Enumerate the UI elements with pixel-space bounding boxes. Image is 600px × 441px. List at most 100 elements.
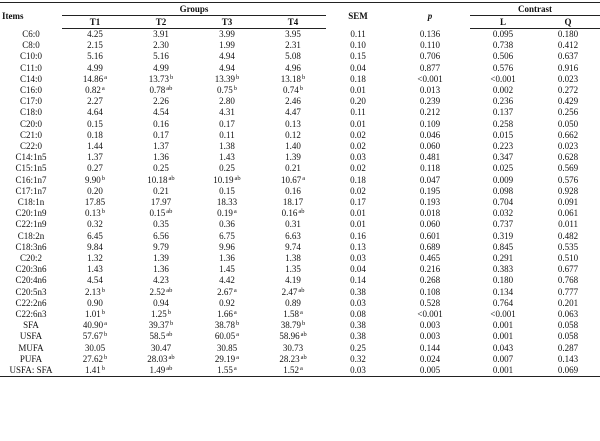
cell-t2: 4.99 [128, 63, 194, 74]
cell-t4-value: 38.79 [280, 320, 302, 331]
cell-t2: 9.79 [128, 242, 194, 253]
cell-p: 0.193 [419, 197, 441, 208]
cell-t1-value: 30.05 [84, 342, 106, 353]
cell-sem: 0.02 [350, 141, 366, 152]
cell-q: 0.429 [557, 96, 579, 107]
cell-q: 0.023 [557, 73, 579, 84]
cell-t3-value: 2.80 [219, 96, 235, 107]
row-item-label: C20:0 [19, 118, 42, 129]
cell-t4: 1.35 [260, 264, 326, 275]
table-row: C20:3n6 1.43 1.36 1.45 1.35 0.04 0.216 0.383 0.6… [0, 264, 600, 275]
cell-p: 0.003 [419, 320, 441, 331]
cell-t4: 58.96ab [260, 331, 326, 342]
cell-q: 0.535 [557, 241, 579, 252]
cell-t2-value: 2.26 [153, 96, 169, 107]
cell-t2-value: 4.99 [153, 62, 169, 73]
cell-t2: 1.49ab [128, 365, 194, 378]
cell-sem: 0.11 [350, 28, 366, 39]
cell-t3: 6.75 [194, 231, 260, 242]
cell-t3: 60.05a [194, 331, 260, 342]
cell-t3: 38.78b [194, 320, 260, 331]
cell-t1-value: 2.15 [87, 40, 103, 51]
cell-t1: 27.62b [62, 354, 128, 365]
cell-t3: 0.15 [194, 186, 260, 197]
cell-t2: 2.26 [128, 96, 194, 107]
cell-t2: 28.03ab [128, 354, 194, 365]
cell-t1: 57.67b [62, 331, 128, 342]
cell-q: 0.143 [557, 353, 579, 364]
cell-t1-value: 0.18 [87, 129, 103, 140]
cell-t4-value: 3.95 [285, 29, 301, 39]
row-item-label: MUFA [18, 342, 44, 353]
cell-sem: 0.08 [350, 309, 366, 320]
cell-t2-value: 0.25 [153, 163, 169, 174]
cell-t1-value: 1.37 [87, 152, 103, 163]
cell-t2-value: 0.94 [153, 297, 169, 308]
cell-l: 0.002 [492, 85, 514, 96]
cell-q: 0.482 [557, 230, 579, 241]
table-row: SFA 40.90a 39.37b 38.78b 38.79b 0.38 0.003 0.00… [0, 320, 600, 331]
cell-t1: 0.15 [62, 119, 128, 130]
cell-l: 0.001 [470, 365, 537, 378]
cell-p: 0.601 [419, 230, 441, 241]
cell-t2: 1.39 [128, 253, 194, 264]
cell-t2: 58.5ab [128, 331, 194, 342]
cell-sem: 0.17 [350, 197, 366, 208]
cell-t4-value: 1.35 [285, 264, 301, 275]
cell-t1: 17.85 [62, 197, 128, 208]
cell-t1-value: 4.25 [87, 29, 103, 39]
cell-t4-value: 4.96 [285, 62, 301, 73]
cell-t1-superscript: b [104, 331, 108, 339]
row-item-label: C18:2n [17, 230, 45, 241]
cell-t3-value: 18.33 [216, 197, 238, 208]
cell-sem: 0.01 [350, 208, 366, 219]
cell-l: <0.001 [490, 73, 516, 84]
row-item-label: C20:5n3 [15, 286, 47, 297]
cell-l: 0.095 [492, 29, 514, 39]
cell-t1-value: 9.84 [87, 241, 103, 252]
cell-t2: 3.91 [128, 29, 194, 41]
cell-t4-superscript: b [302, 73, 306, 81]
cell-t1: 4.25 [62, 29, 128, 41]
cell-q: 0.662 [557, 129, 579, 140]
cell-t2-value: 1.36 [153, 264, 169, 275]
cell-t4-value: 18.17 [282, 197, 304, 208]
cell-p: 0.109 [419, 118, 441, 129]
table-row: C22:6n3 1.01b 1.25b 1.66a 1.58a 0.08 <0.001 <0.… [0, 309, 600, 320]
cell-t2: 4.23 [128, 275, 194, 286]
table-body: C6:0 4.25 3.91 3.99 3.95 0.11 0.136 0.095 0.180 C… [0, 28, 600, 378]
cell-t1: 0.82a [62, 85, 128, 96]
cell-t4: 6.63 [260, 231, 326, 242]
cell-t4-superscript: b [302, 320, 306, 328]
cell-t2-value: 4.23 [153, 275, 169, 286]
cell-t3-superscript: a [236, 331, 240, 339]
cell-t1: 2.13b [62, 287, 128, 298]
cell-t1: 9.84 [62, 242, 128, 253]
cell-t1: 2.15 [62, 40, 128, 51]
cell-t3-value: 0.15 [219, 185, 235, 196]
cell-t3: 0.17 [194, 119, 260, 130]
cell-l: 0.845 [492, 241, 514, 252]
cell-t4-value: 0.16 [281, 208, 298, 219]
table-row: C14:1n5 1.37 1.36 1.43 1.39 0.03 0.481 0.347 0.6… [0, 152, 600, 163]
cell-sem: 0.02 [350, 185, 366, 196]
cell-t2-value: 1.39 [153, 253, 169, 264]
cell-t1-value: 27.62 [82, 353, 103, 364]
cell-q: 0.412 [557, 40, 579, 51]
table-row: C16:1n7 9.90b 10.18ab 10.19ab 10.67a 0.18 0.04… [0, 175, 600, 186]
cell-t4-superscript: a [299, 365, 303, 373]
table-row: C14:0 14.86a 13.73b 13.39b 13.18b 0.18 <0.001 <… [0, 74, 600, 85]
cell-q: 0.063 [557, 309, 579, 320]
cell-p: 0.108 [419, 286, 441, 297]
cell-t1-value: 5.16 [87, 51, 103, 62]
cell-p: 0.689 [419, 241, 441, 252]
cell-t2: 10.18ab [128, 175, 194, 186]
cell-t3-value: 38.78 [214, 320, 235, 331]
cell-t4: 1.39 [260, 152, 326, 163]
cell-l: 0.032 [492, 208, 514, 219]
cell-t4-value: 2.47 [281, 286, 298, 297]
cell-t2-value: 1.37 [153, 141, 169, 152]
cell-t1: 0.20 [62, 186, 128, 197]
cell-t1: 0.90 [62, 298, 128, 309]
